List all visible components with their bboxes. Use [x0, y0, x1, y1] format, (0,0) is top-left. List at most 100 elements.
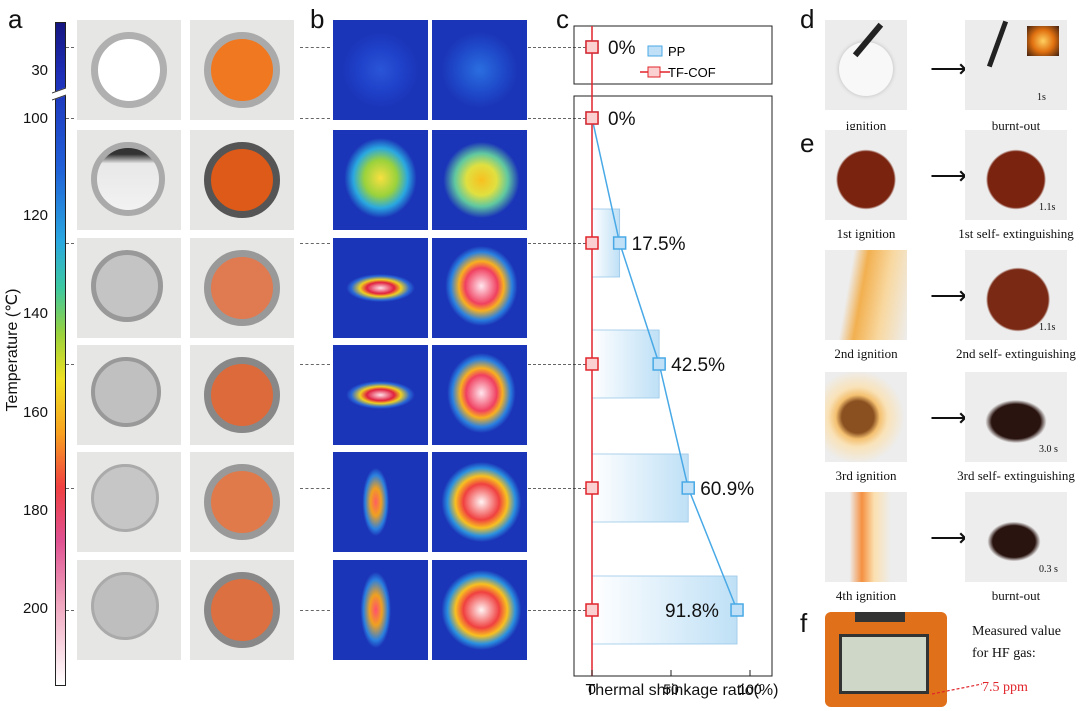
- guide-line-4-2: [528, 364, 586, 365]
- time-label: 1s: [1037, 92, 1046, 103]
- photo-pp-4: [77, 345, 181, 445]
- pp-bar: [591, 329, 660, 399]
- guide-line-1-1: [300, 47, 330, 48]
- thermal-image-right-3: [432, 238, 527, 338]
- pp-marker: [612, 236, 627, 250]
- tf-cof-marker: [585, 40, 599, 54]
- photo-cof-4: [190, 345, 294, 445]
- tf-cof-marker: [585, 236, 599, 250]
- sample-disc: [204, 572, 280, 648]
- legend-tf-label: TF-COF: [668, 65, 716, 80]
- colorbar-guide-2: [66, 118, 74, 119]
- panel-label-c: c: [556, 4, 569, 34]
- pp-marker: [652, 357, 666, 371]
- colorbar-guide-4: [66, 364, 74, 365]
- photo-result-2: 1.1s: [965, 250, 1067, 340]
- guide-line-3-2: [528, 243, 586, 244]
- chart-xlabel: Thermal shrinkage ratio(%): [585, 682, 779, 699]
- tf-cof-marker: [585, 111, 599, 125]
- colorbar-tick-160: 160: [22, 404, 48, 421]
- photo-ignition-4: [825, 492, 907, 582]
- colorbar-tick-180: 180: [22, 502, 48, 519]
- legend-pp-label: PP: [668, 44, 685, 59]
- guide-line-3-1: [300, 243, 330, 244]
- legend-tf-swatch: [647, 66, 661, 78]
- caption-burnt-out: burnt-out: [991, 118, 1041, 133]
- photo-pp-burnt: 1s: [965, 20, 1067, 110]
- panel-label-a: a: [8, 4, 23, 34]
- thermal-image-right-4: [432, 345, 527, 445]
- caption-right-3: 3rd self- extinguishing: [957, 468, 1075, 483]
- guide-line-5-2: [528, 488, 586, 489]
- caption-right-2: 2nd self- extinguishing: [956, 346, 1076, 361]
- colorbar-tick-30: 30: [31, 62, 48, 79]
- panel-label-e: e: [800, 128, 815, 158]
- sample-disc: [204, 250, 280, 326]
- thermal-image-left-6: [333, 560, 428, 660]
- caption-ignition: ignition: [845, 118, 887, 133]
- sample-disc: [91, 142, 165, 216]
- guide-line-2-2: [528, 118, 586, 119]
- thermal-image-left-4: [333, 345, 428, 445]
- photo-ignition-3: [825, 372, 907, 462]
- chart-frame-top: [573, 25, 773, 85]
- pp-marker: [681, 481, 695, 495]
- thermal-image-right-5: [432, 452, 527, 552]
- guide-line-4-1: [300, 364, 330, 365]
- arrow-right-icon: ⟶: [930, 160, 968, 190]
- colorbar-tick-140: 140: [22, 305, 48, 322]
- photo-cof-2: [190, 130, 294, 230]
- sample-disc: [91, 357, 161, 427]
- photo-pp-ignition: [825, 20, 907, 110]
- sample-disc: [204, 464, 280, 540]
- guide-line-1-2: [528, 47, 586, 48]
- x-tick-label: 50: [663, 681, 679, 697]
- photo-pp-6: [77, 560, 181, 660]
- value-label: 17.5%: [632, 234, 686, 255]
- caption-left-4: 4th ignition: [835, 588, 897, 603]
- photo-cof-6: [190, 560, 294, 660]
- thermal-image-left-1: [333, 20, 428, 120]
- arrow-right-icon: ⟶: [930, 280, 968, 310]
- pp-bar: [591, 453, 689, 523]
- tf-cof-marker: [585, 481, 599, 495]
- photo-ignition-2: [825, 250, 907, 340]
- photo-pp-5: [77, 452, 181, 552]
- thermal-image-left-3: [333, 238, 428, 338]
- photo-result-3: 3.0 s: [965, 372, 1067, 462]
- panel-label-f: f: [800, 608, 808, 638]
- panel-label-d: d: [800, 4, 815, 34]
- guide-line-6-2: [528, 610, 586, 611]
- photo-result-1: 1.1s: [965, 130, 1067, 220]
- photo-ignition-1: [825, 130, 907, 220]
- sample-disc: [91, 572, 159, 640]
- x-tick-label: 100: [738, 681, 762, 697]
- thermal-image-left-2: [333, 130, 428, 230]
- sample-disc: [91, 32, 167, 108]
- photo-cof-3: [190, 238, 294, 338]
- x-tick-label: 0: [588, 681, 596, 697]
- colorbar-tick-200: 200: [22, 600, 48, 617]
- caption-left-3: 3rd ignition: [835, 468, 897, 483]
- value-label: 0%: [608, 38, 636, 59]
- temperature-colorbar: [55, 22, 66, 686]
- hf-pointer-line: [931, 683, 983, 695]
- colorbar-tick-120: 120: [22, 207, 48, 224]
- photo-cof-5: [190, 452, 294, 552]
- thermal-image-left-5: [333, 452, 428, 552]
- value-label: 42.5%: [671, 355, 725, 376]
- colorbar-guide-6: [66, 610, 74, 611]
- arrow-right-icon: ⟶: [930, 53, 968, 83]
- tf-cof-marker: [585, 603, 599, 617]
- arrow-right-icon: ⟶: [930, 402, 968, 432]
- colorbar-tick-100: 100: [22, 110, 48, 127]
- caption-right-1: 1st self- extinguishing: [958, 226, 1074, 241]
- value-label: 0%: [608, 109, 636, 130]
- hf-text-2: for HF gas:: [972, 646, 1036, 661]
- shrinkage-chart: 0% 0% 17.5% 42.5% 60.9% 91.8% PP TF-COF 0 50 100: [573, 25, 773, 697]
- photo-result-4: 0.3 s: [965, 492, 1067, 582]
- photo-pp-2: [77, 130, 181, 230]
- caption-left-1: 1st ignition: [836, 226, 896, 241]
- sample-disc: [91, 464, 159, 532]
- sample-disc: [204, 32, 280, 108]
